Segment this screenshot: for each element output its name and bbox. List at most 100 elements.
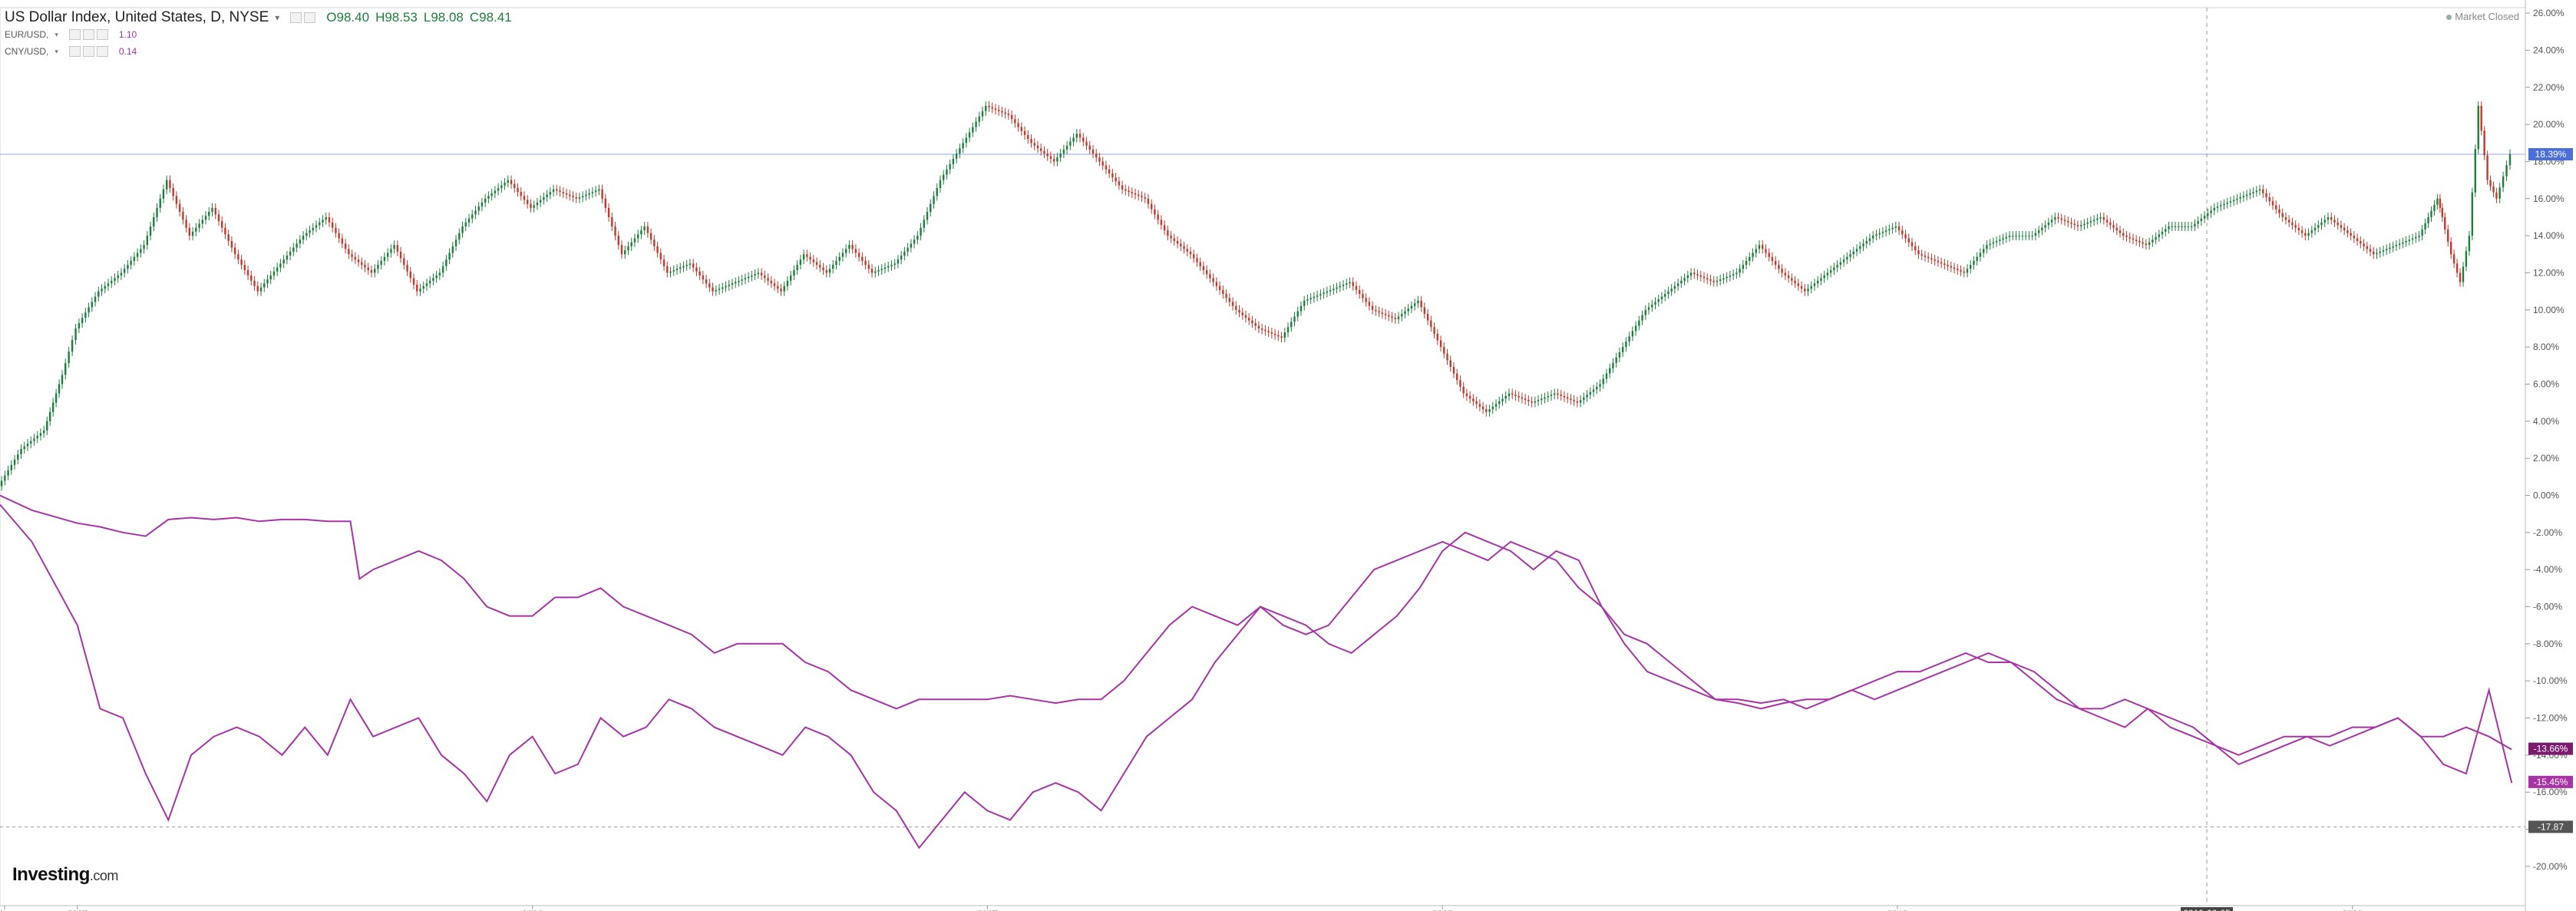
candle-body <box>211 207 213 213</box>
candle-body <box>2102 216 2105 220</box>
candle-body <box>1228 298 1231 302</box>
candle-body <box>2415 236 2417 239</box>
candle-body <box>2076 225 2079 227</box>
y-tick-label: -20.00% <box>2533 861 2568 872</box>
candle-body <box>1573 400 1575 401</box>
candle-body <box>2468 236 2471 252</box>
candle-body <box>2395 245 2398 246</box>
candle-body <box>2099 216 2102 219</box>
candle-body <box>1781 269 1783 273</box>
candle-body <box>627 246 629 251</box>
candle-body <box>1290 322 1293 328</box>
y-tick-label: 4.00% <box>2533 416 2559 427</box>
chevron-down-icon[interactable]: ▾ <box>54 31 58 38</box>
candle-body <box>1199 262 1201 266</box>
settings-icon[interactable] <box>82 46 94 57</box>
close-icon[interactable] <box>96 46 108 57</box>
candle-body <box>1693 272 1696 275</box>
chevron-down-icon[interactable]: ▾ <box>275 12 280 23</box>
candle-body <box>240 259 243 266</box>
candle-body <box>1673 286 1676 289</box>
candle-body <box>1397 316 1400 319</box>
candle-body <box>1683 278 1686 281</box>
value-tag-label: -13.66% <box>2534 744 2568 754</box>
legend-overlay-eurusd[interactable]: EUR/USD, ▾ 1.10 <box>5 26 512 43</box>
candle-body <box>802 254 805 260</box>
candle-body <box>214 207 216 215</box>
candle-body <box>2161 231 2164 235</box>
candle-body <box>2376 253 2378 255</box>
candle-body <box>2138 241 2141 243</box>
legend-overlay-cnyusd[interactable]: CNY/USD, ▾ 0.14 <box>5 43 512 60</box>
candle-body <box>514 183 516 188</box>
candle-body <box>107 283 110 286</box>
candle-body <box>695 267 698 272</box>
candle-body <box>731 283 734 285</box>
candle-body <box>1934 259 1936 261</box>
settings-icon[interactable] <box>304 12 316 23</box>
candle-body <box>74 328 77 341</box>
candle-body <box>988 105 990 107</box>
candle-body <box>1362 294 1364 299</box>
candle-body <box>643 226 646 231</box>
candle-body <box>2313 227 2317 231</box>
candle-body <box>1615 357 1617 363</box>
candle-body <box>897 259 900 264</box>
candle-body <box>588 193 590 195</box>
candle-body <box>985 105 987 111</box>
candle-body <box>1118 181 1121 186</box>
candle-body <box>900 256 903 260</box>
candle-body <box>2210 210 2212 213</box>
settings-icon[interactable] <box>82 29 94 40</box>
candle-body <box>1222 289 1224 295</box>
candle-body <box>2092 219 2095 222</box>
candle-body <box>1452 367 1455 374</box>
candle-body <box>1329 289 1332 292</box>
candle-body <box>185 219 187 228</box>
candle-body <box>1800 286 1803 289</box>
overlay-label[interactable]: CNY/USD, <box>5 46 49 57</box>
candle-body <box>507 180 510 183</box>
candle-body <box>1820 278 1822 281</box>
candle-body <box>1719 279 1722 281</box>
candle-body <box>471 214 474 219</box>
candle-body <box>276 267 279 272</box>
candle-body <box>1215 282 1218 286</box>
candle-body <box>1046 153 1049 157</box>
candle-body <box>2060 218 2062 220</box>
candle-body <box>848 245 850 249</box>
candle-body <box>286 256 289 260</box>
candle-body <box>2119 230 2122 233</box>
candle-body <box>1907 238 1910 243</box>
candle-body <box>328 216 331 223</box>
candle-body <box>1676 283 1679 286</box>
candle-body <box>533 205 535 208</box>
candle-body <box>224 227 226 235</box>
close-icon[interactable] <box>96 29 108 40</box>
candle-body <box>1078 134 1082 138</box>
eye-icon[interactable] <box>68 29 81 40</box>
candle-body <box>448 253 451 260</box>
candle-body <box>2427 216 2429 223</box>
eye-icon[interactable] <box>290 12 302 23</box>
candle-body <box>435 275 438 279</box>
eye-icon[interactable] <box>68 46 81 57</box>
chevron-down-icon[interactable]: ▾ <box>54 48 58 55</box>
candle-body <box>2327 216 2330 220</box>
candle-body <box>1527 400 1530 401</box>
overlay-label[interactable]: EUR/USD, <box>5 29 49 40</box>
main-series-title[interactable]: US Dollar Index, United States, D, NYSE <box>5 9 269 25</box>
candle-body <box>233 247 236 255</box>
candle-body <box>1976 256 1978 261</box>
legend-main-row[interactable]: US Dollar Index, United States, D, NYSE … <box>5 9 512 26</box>
candle-body <box>2148 242 2151 246</box>
candle-body <box>33 438 35 441</box>
candle-body <box>88 307 90 313</box>
candle-body <box>2433 204 2436 211</box>
candle-body <box>1810 286 1812 289</box>
candle-body <box>2184 226 2186 228</box>
candle-body <box>916 236 919 240</box>
candle-body <box>1686 275 1689 279</box>
candle-body <box>1241 312 1243 315</box>
